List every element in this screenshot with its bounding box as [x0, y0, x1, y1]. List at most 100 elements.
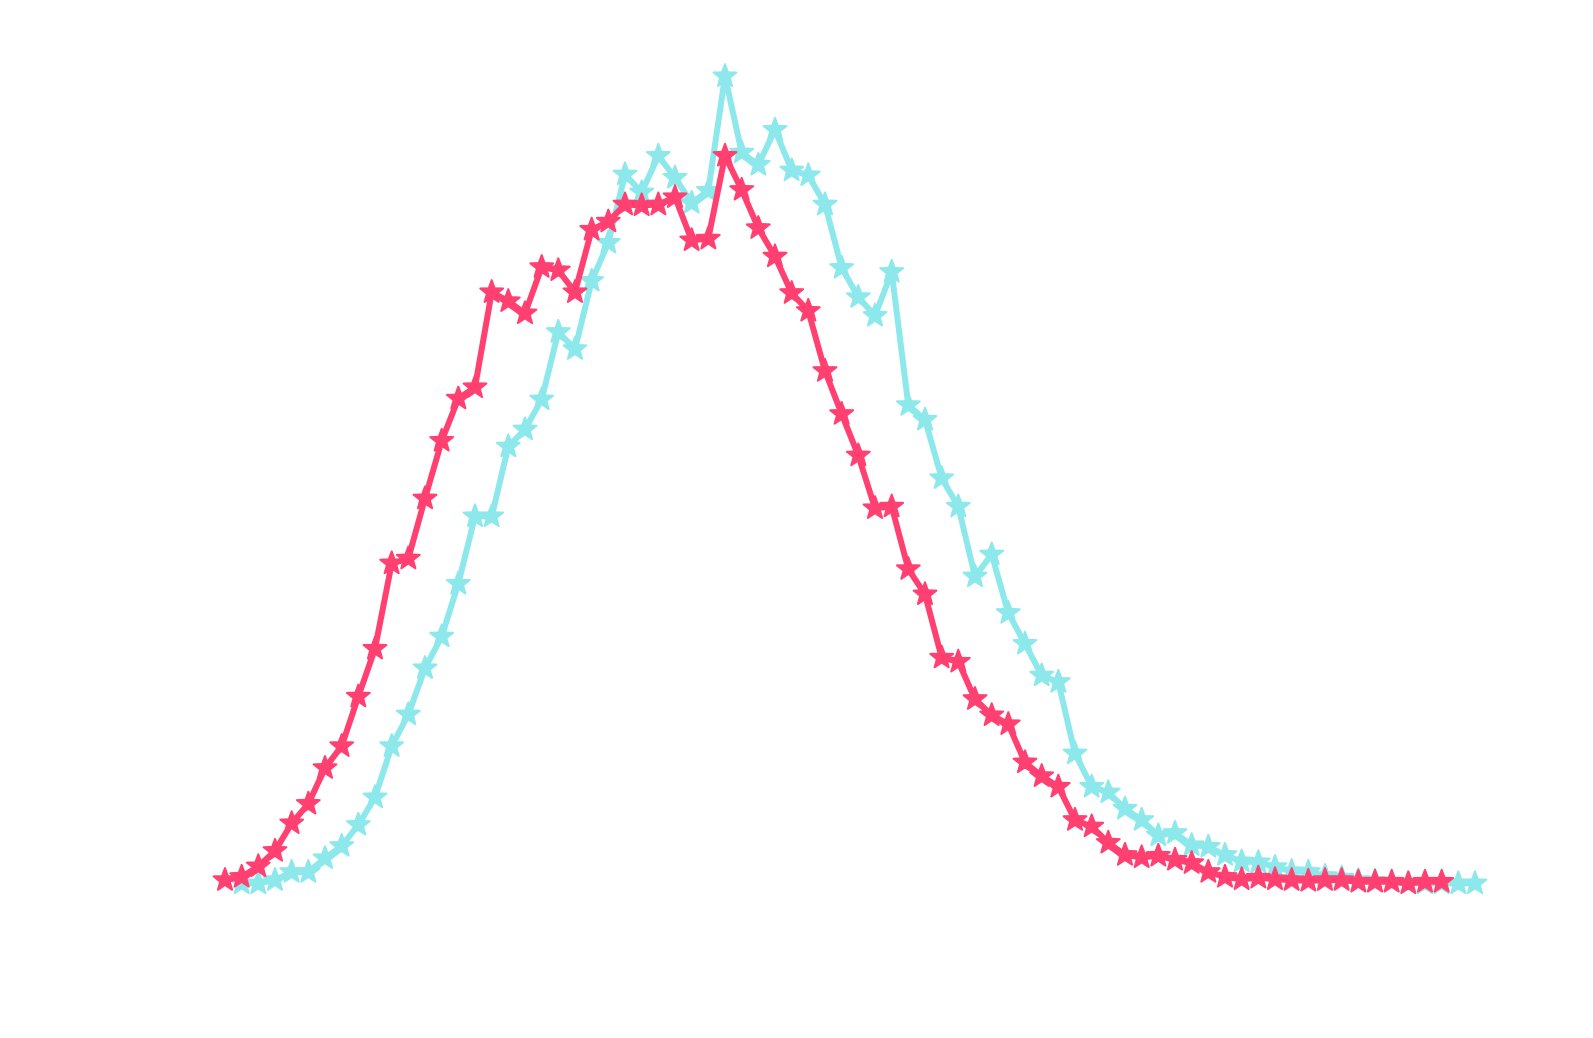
- star-marker: [329, 833, 355, 857]
- star-marker: [1045, 773, 1071, 798]
- star-marker: [1195, 859, 1221, 883]
- star-marker: [929, 644, 955, 669]
- star-marker: [795, 162, 821, 186]
- star-marker: [445, 385, 471, 410]
- star-marker: [962, 563, 988, 588]
- star-marker: [679, 227, 705, 251]
- star-marker: [1112, 795, 1138, 820]
- star-marker: [395, 545, 421, 570]
- star-marker: [362, 784, 388, 808]
- star-marker: [995, 711, 1021, 735]
- star-marker: [1395, 870, 1421, 895]
- star-marker: [229, 863, 255, 888]
- star-marker: [1079, 773, 1105, 798]
- star-marker: [712, 142, 738, 167]
- star-marker: [395, 701, 421, 726]
- star-marker: [412, 655, 438, 679]
- star-marker: [295, 859, 321, 883]
- star-marker: [1012, 630, 1038, 655]
- star-marker: [979, 702, 1005, 726]
- star-marker: [345, 683, 371, 708]
- star-marker: [845, 284, 871, 308]
- star-marker: [612, 161, 638, 186]
- star-marker: [1029, 662, 1055, 687]
- star-marker: [479, 279, 505, 303]
- star-marker: [1095, 779, 1121, 804]
- star-marker: [512, 416, 538, 441]
- star-marker: [1379, 868, 1405, 893]
- star-marker: [812, 358, 838, 382]
- star-marker: [812, 191, 838, 216]
- star-marker: [262, 867, 288, 891]
- star-marker: [579, 267, 605, 292]
- star-marker: [362, 635, 388, 660]
- star-marker: [279, 810, 305, 834]
- star-marker: [945, 493, 971, 518]
- star-marker: [1179, 850, 1205, 874]
- star-marker: [729, 139, 755, 164]
- star-marker: [1079, 813, 1105, 838]
- star-marker: [545, 319, 571, 343]
- star-marker: [445, 570, 471, 595]
- star-marker: [1062, 807, 1088, 831]
- star-marker: [995, 600, 1021, 624]
- star-marker: [562, 279, 588, 303]
- star-marker: [862, 495, 888, 519]
- star-marker: [462, 374, 488, 398]
- star-marker: [679, 189, 705, 214]
- star-marker: [312, 755, 338, 779]
- star-marker: [245, 853, 271, 877]
- star-marker: [645, 142, 671, 167]
- star-marker: [862, 302, 888, 327]
- star-marker: [312, 845, 338, 869]
- star-marker: [895, 392, 921, 416]
- star-marker: [662, 184, 688, 208]
- star-marker: [1162, 820, 1188, 844]
- star-marker: [329, 733, 355, 757]
- star-marker: [429, 427, 455, 452]
- star-marker: [1429, 868, 1455, 893]
- star-marker: [429, 623, 455, 648]
- series-line: [241, 73, 1475, 887]
- star-marker: [595, 229, 621, 254]
- star-marker: [779, 280, 805, 304]
- star-marker: [1245, 864, 1271, 889]
- star-marker: [962, 686, 988, 710]
- star-marker: [562, 336, 588, 360]
- star-marker: [1129, 807, 1155, 831]
- star-marker: [845, 442, 871, 467]
- star-marker: [879, 258, 905, 283]
- star-marker: [662, 164, 688, 189]
- star-marker: [579, 216, 605, 241]
- star-marker: [295, 790, 321, 815]
- star-marker: [545, 257, 571, 281]
- star-marker: [1029, 763, 1055, 787]
- star-marker: [1062, 740, 1088, 765]
- star-marker: [212, 867, 238, 891]
- star-marker: [929, 465, 955, 489]
- star-marker: [262, 837, 288, 862]
- star-marker: [912, 406, 938, 431]
- star-marker: [745, 215, 771, 239]
- star-marker: [379, 550, 405, 575]
- star-marker: [512, 300, 538, 325]
- star-marker: [412, 485, 438, 510]
- star-marker: [1012, 749, 1038, 774]
- star-marker: [829, 401, 855, 425]
- star-marker: [379, 733, 405, 757]
- star-marker: [879, 493, 905, 518]
- star-marker: [345, 811, 371, 836]
- star-marker: [1462, 870, 1488, 895]
- star-marker: [495, 288, 521, 312]
- star-marker: [1212, 842, 1238, 866]
- star-marker: [912, 581, 938, 605]
- star-marker: [1112, 842, 1138, 866]
- star-marker: [1195, 833, 1221, 858]
- star-marker: [745, 151, 771, 176]
- star-marker: [1229, 866, 1255, 890]
- star-marker: [762, 243, 788, 268]
- star-marker: [529, 254, 555, 278]
- star-marker: [1329, 867, 1355, 891]
